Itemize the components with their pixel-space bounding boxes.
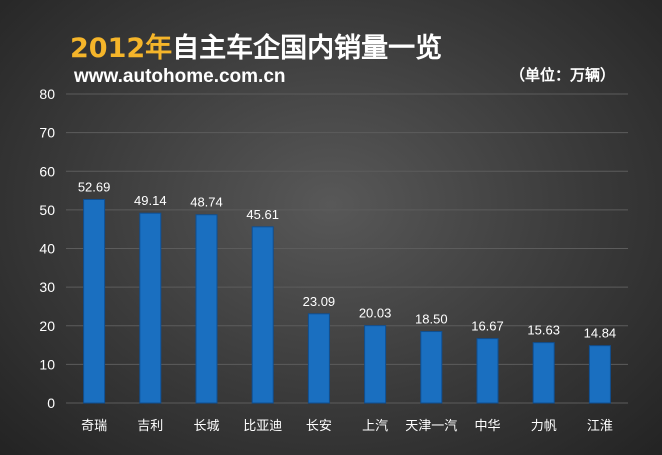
y-tick-label: 30 bbox=[39, 279, 55, 295]
y-tick-label: 50 bbox=[39, 202, 55, 218]
y-tick-label: 80 bbox=[39, 86, 55, 102]
title-text: 自主车企国内销量一览 bbox=[172, 33, 443, 64]
x-tick-label: 中华 bbox=[474, 419, 500, 434]
data-label: 15.63 bbox=[527, 323, 560, 338]
y-tick-label: 60 bbox=[39, 163, 55, 179]
x-tick-label: 奇瑞 bbox=[81, 418, 107, 434]
y-axis: 0 10 20 30 40 50 60 70 80 bbox=[39, 86, 55, 411]
category-labels: 奇瑞 吉利 长城 比亚迪 长安 上汽 天津一汽 中华 力帆 江淮 bbox=[81, 418, 613, 434]
data-label: 48.74 bbox=[190, 195, 223, 210]
data-label: 20.03 bbox=[359, 306, 392, 321]
x-tick-label: 吉利 bbox=[137, 419, 163, 434]
data-label: 23.09 bbox=[303, 294, 336, 309]
x-tick-label: 长城 bbox=[193, 419, 219, 434]
x-tick-label: 比亚迪 bbox=[243, 419, 282, 434]
data-label: 52.69 bbox=[78, 179, 111, 194]
bar bbox=[364, 325, 387, 404]
data-label: 49.14 bbox=[134, 193, 167, 208]
bar bbox=[307, 313, 330, 404]
bars bbox=[83, 198, 611, 404]
bar bbox=[476, 338, 499, 404]
y-tick-label: 70 bbox=[39, 125, 55, 141]
y-tick-label: 10 bbox=[39, 356, 55, 372]
y-tick-label: 40 bbox=[39, 241, 55, 257]
bar bbox=[139, 212, 162, 404]
bar bbox=[195, 214, 218, 404]
bar bbox=[532, 342, 555, 404]
data-label: 16.67 bbox=[471, 319, 504, 334]
x-tick-label: 上汽 bbox=[362, 419, 388, 434]
x-tick-label: 力帆 bbox=[531, 419, 557, 434]
data-label: 45.61 bbox=[246, 207, 279, 222]
bar bbox=[588, 345, 611, 404]
y-tick-label: 0 bbox=[47, 395, 55, 411]
value-labels: 52.69 49.14 48.74 45.61 23.09 20.03 18.50 16.67… bbox=[78, 179, 616, 340]
bar bbox=[251, 226, 274, 404]
x-tick-label: 江淮 bbox=[587, 419, 613, 434]
x-tick-label: 天津一汽 bbox=[405, 419, 457, 434]
unit-label: （单位：万辆） bbox=[510, 66, 616, 84]
title-year: 2012年 bbox=[70, 33, 173, 64]
source-website: www.autohome.com.cn bbox=[74, 66, 286, 87]
y-tick-label: 20 bbox=[39, 318, 55, 334]
data-label: 14.84 bbox=[584, 326, 617, 341]
data-label: 18.50 bbox=[415, 312, 448, 327]
bar bbox=[83, 198, 106, 404]
chart-title: 2012年自主车企国内销量一览 bbox=[70, 26, 442, 65]
x-tick-label: 长安 bbox=[306, 419, 332, 434]
bar bbox=[420, 331, 443, 404]
